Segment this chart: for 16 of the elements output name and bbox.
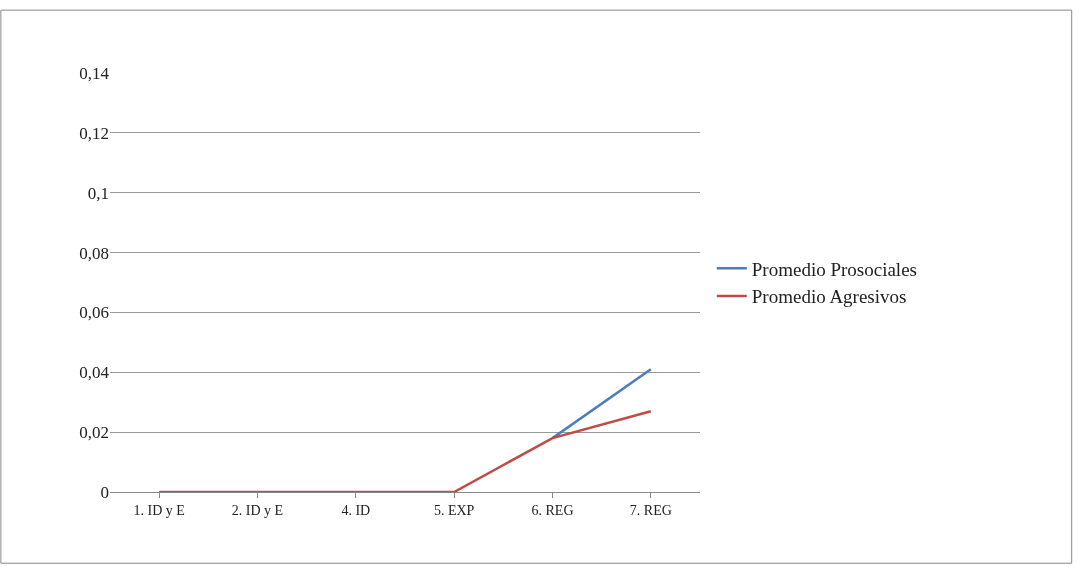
y-tick-label: 0,02 bbox=[79, 423, 109, 443]
x-tick-label: 4. ID bbox=[341, 502, 371, 518]
y-tick-label: 0,14 bbox=[79, 63, 110, 83]
y-tick-label: 0,06 bbox=[79, 303, 109, 323]
x-tick-label: 5. EXP bbox=[433, 502, 475, 518]
x-tick-label: 6. REG bbox=[531, 502, 574, 518]
x-tick-label: 2. ID y E bbox=[231, 502, 284, 518]
legend-label: Promedio Prosociales bbox=[751, 258, 917, 280]
y-tick-label: 0 bbox=[100, 482, 109, 502]
y-tick-label: 0,08 bbox=[79, 243, 109, 263]
x-tick-label: 1. ID y E bbox=[133, 502, 185, 518]
y-tick-label: 0,04 bbox=[79, 363, 110, 383]
y-tick-label: 0,1 bbox=[87, 183, 109, 203]
y-tick-label: 0,12 bbox=[79, 123, 109, 143]
legend-label: Promedio Agresivos bbox=[751, 286, 907, 308]
x-tick-label: 7. REG bbox=[629, 502, 672, 518]
